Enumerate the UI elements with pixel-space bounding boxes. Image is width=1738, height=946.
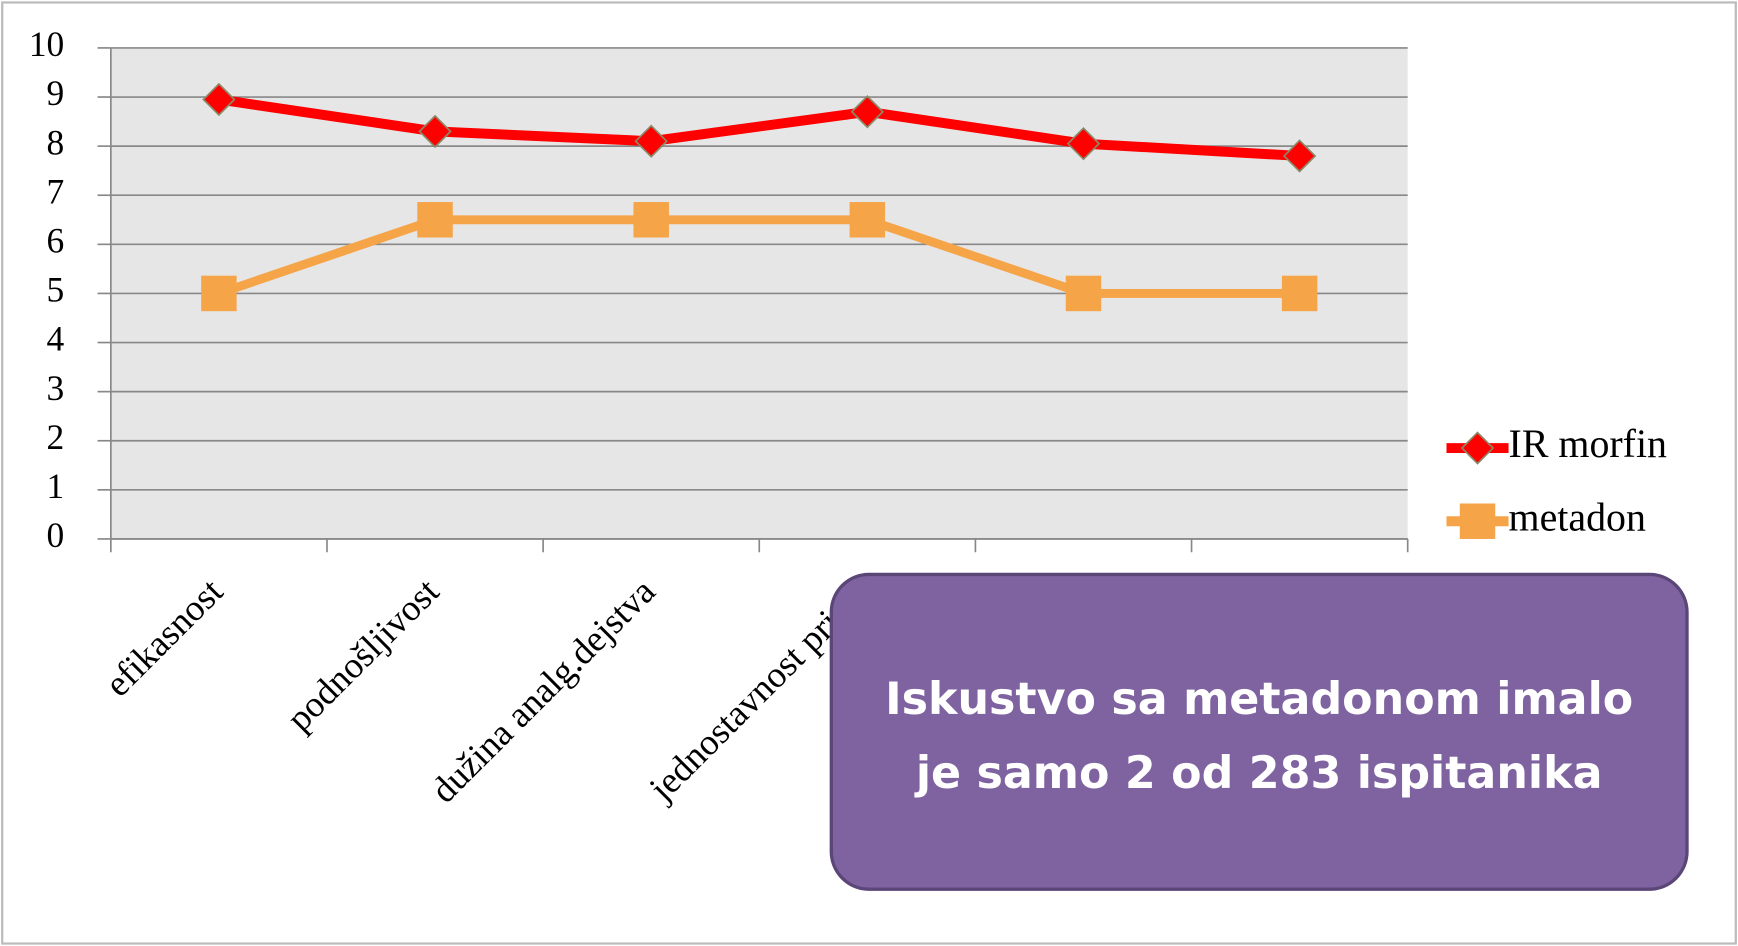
marker bbox=[1281, 275, 1318, 312]
y-tick-label: 0 bbox=[47, 515, 65, 555]
legend-marker bbox=[1459, 503, 1496, 539]
marker bbox=[634, 124, 668, 158]
y-tick-label: 4 bbox=[47, 319, 65, 359]
marker bbox=[418, 114, 452, 149]
legend-marker bbox=[1460, 431, 1495, 465]
y-tick-label: 5 bbox=[47, 270, 65, 310]
y-tick-label: 7 bbox=[47, 171, 65, 211]
marker bbox=[849, 202, 886, 238]
series-line bbox=[218, 94, 1300, 161]
y-tick-label: 9 bbox=[47, 73, 65, 113]
marker bbox=[417, 202, 453, 238]
y-tick-label: 8 bbox=[47, 122, 65, 162]
legend-label: IR morfin bbox=[1509, 421, 1667, 466]
callout-text: Iskustvo sa metadonom imalo bbox=[885, 674, 1633, 725]
legend-label: metadon bbox=[1509, 494, 1646, 539]
marker bbox=[1282, 139, 1317, 173]
marker bbox=[1066, 126, 1101, 161]
callout: Iskustvo sa metadonom imalo je samo 2 od… bbox=[829, 572, 1689, 891]
y-tick-label: 3 bbox=[47, 368, 65, 408]
marker bbox=[201, 275, 237, 312]
marker bbox=[202, 82, 236, 117]
series-line bbox=[217, 215, 1300, 298]
y-tick-label: 10 bbox=[29, 24, 64, 64]
y-tick-label: 2 bbox=[47, 417, 65, 457]
marker bbox=[850, 95, 885, 129]
marker bbox=[1065, 275, 1102, 312]
y-tick-label: 6 bbox=[47, 220, 65, 260]
callout-text: je samo 2 od 283 ispitanika bbox=[914, 748, 1603, 799]
marker bbox=[633, 202, 669, 238]
y-tick-label: 1 bbox=[47, 466, 65, 506]
callout-box bbox=[829, 572, 1689, 891]
